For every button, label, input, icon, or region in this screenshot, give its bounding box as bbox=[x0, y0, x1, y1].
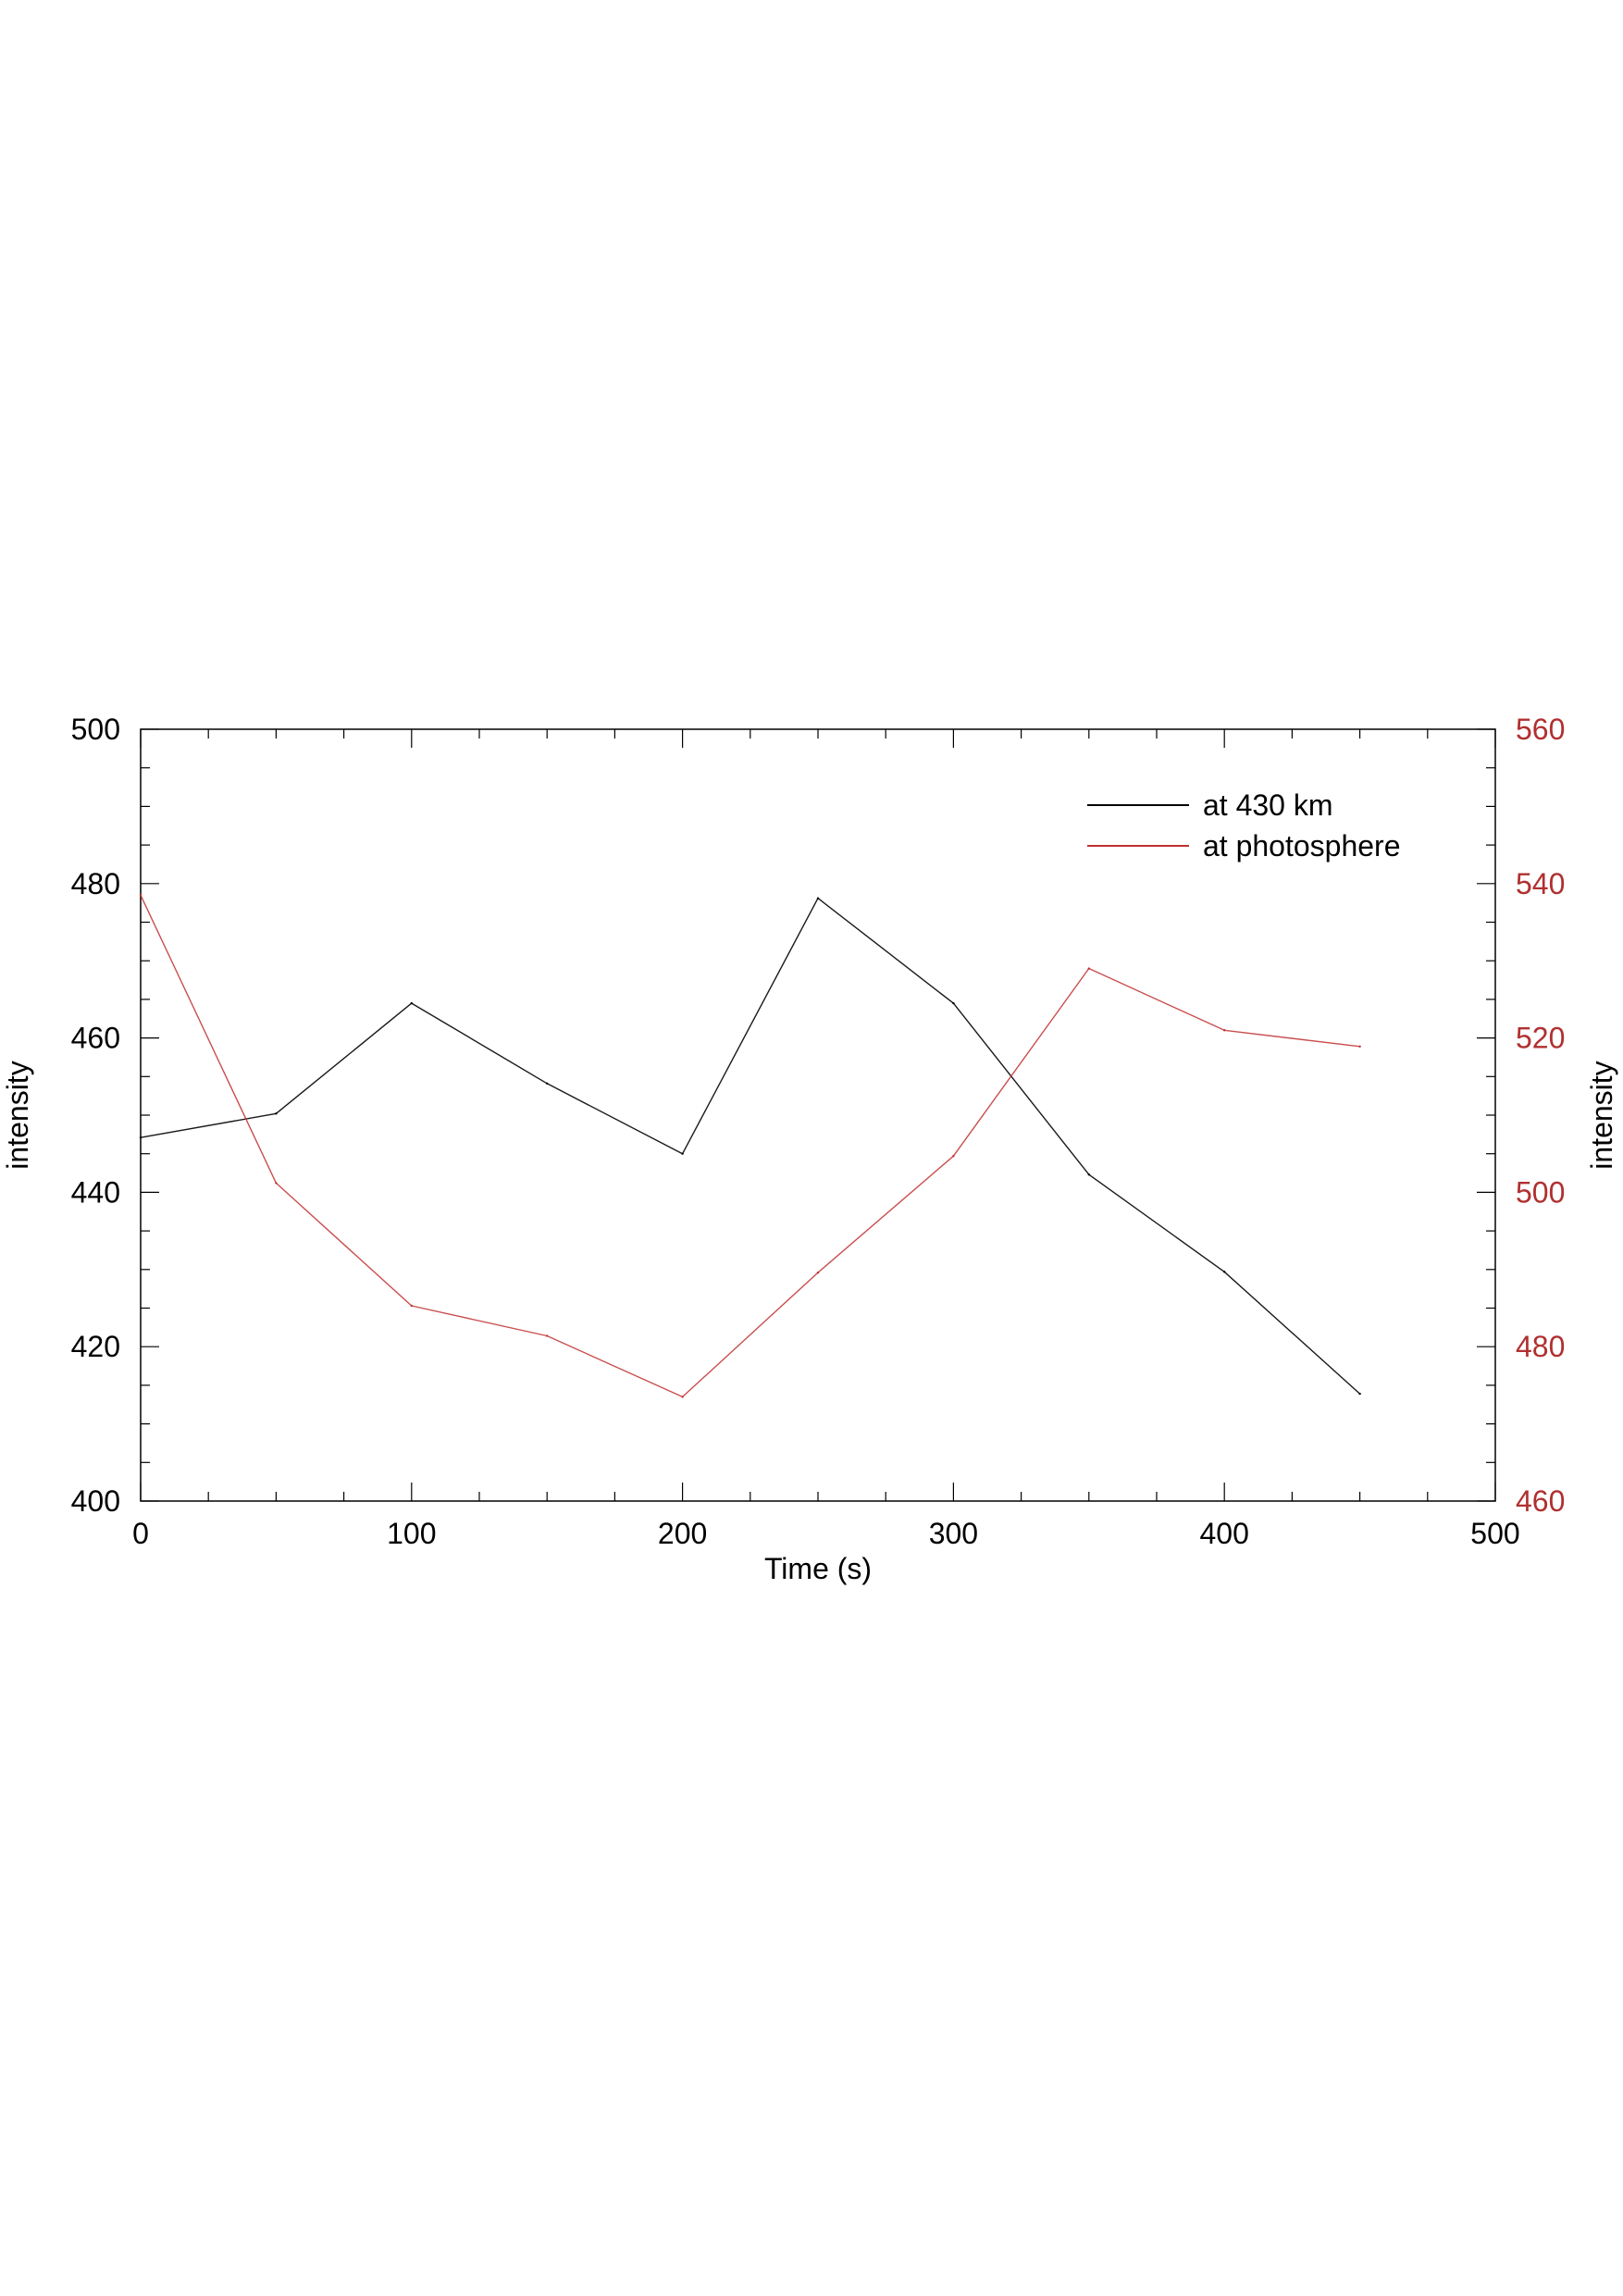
data-point-at-430-km bbox=[546, 1082, 549, 1086]
y-left-tick-label: 420 bbox=[71, 1330, 120, 1363]
data-point-at-430-km bbox=[816, 897, 820, 900]
data-point-at-430-km bbox=[1223, 1271, 1226, 1273]
x-tick-label: 200 bbox=[658, 1517, 707, 1550]
y-left-tick-label: 460 bbox=[71, 1022, 120, 1055]
data-point-at-430-km bbox=[1358, 1392, 1361, 1396]
y-left-tick-label: 480 bbox=[71, 867, 120, 900]
data-point-at-photosphere bbox=[410, 1304, 413, 1308]
y-right-tick-label: 480 bbox=[1516, 1330, 1565, 1363]
data-point-at-430-km bbox=[952, 1001, 955, 1005]
data-point-at-photosphere bbox=[1087, 967, 1091, 970]
data-point-at-430-km bbox=[1087, 1173, 1091, 1176]
y-right-axis-label: intensity bbox=[1585, 1061, 1618, 1169]
data-point-at-430-km bbox=[681, 1152, 684, 1155]
y-left-tick-label: 400 bbox=[71, 1484, 120, 1518]
y-right-tick-label: 560 bbox=[1516, 713, 1565, 746]
data-point-at-photosphere bbox=[816, 1271, 820, 1274]
data-point-at-photosphere bbox=[139, 894, 142, 897]
y-left-axis-label: intensity bbox=[1, 1061, 34, 1169]
y-left-tick-label: 500 bbox=[71, 713, 120, 746]
y-right-tick-label: 540 bbox=[1516, 867, 1565, 900]
plot-area: 0 100 200 300 400 500400420440460480500460480… bbox=[1, 713, 1618, 1585]
data-point-at-photosphere bbox=[681, 1396, 684, 1398]
x-tick-label: 100 bbox=[387, 1517, 436, 1550]
y-left-tick-label: 440 bbox=[71, 1175, 120, 1209]
data-point-at-430-km bbox=[410, 1001, 413, 1005]
data-point-at-photosphere bbox=[275, 1182, 278, 1185]
series-line-at-430-km bbox=[140, 897, 1361, 1395]
y-right-tick-label: 520 bbox=[1516, 1022, 1565, 1055]
y-right-tick-label: 460 bbox=[1516, 1484, 1565, 1518]
data-point-at-photosphere bbox=[1358, 1045, 1361, 1048]
x-tick-label: 300 bbox=[929, 1517, 978, 1550]
series-line-at-photosphere bbox=[140, 895, 1360, 1398]
data-point-at-photosphere bbox=[952, 1155, 955, 1158]
data-point-at-photosphere bbox=[1223, 1029, 1226, 1032]
legend-label-at-430-km: at 430 km bbox=[1203, 788, 1333, 822]
data-point-at-430-km bbox=[275, 1112, 278, 1115]
x-tick-label: 0 bbox=[132, 1517, 149, 1550]
x-tick-label: 500 bbox=[1470, 1517, 1519, 1550]
data-point-at-430-km bbox=[139, 1136, 142, 1139]
x-axis-label: Time (s) bbox=[764, 1552, 872, 1585]
y-right-tick-label: 500 bbox=[1516, 1175, 1565, 1209]
data-point-at-photosphere bbox=[546, 1334, 549, 1337]
legend-label-at-photosphere: at photosphere bbox=[1203, 829, 1401, 863]
x-tick-label: 400 bbox=[1200, 1517, 1249, 1550]
